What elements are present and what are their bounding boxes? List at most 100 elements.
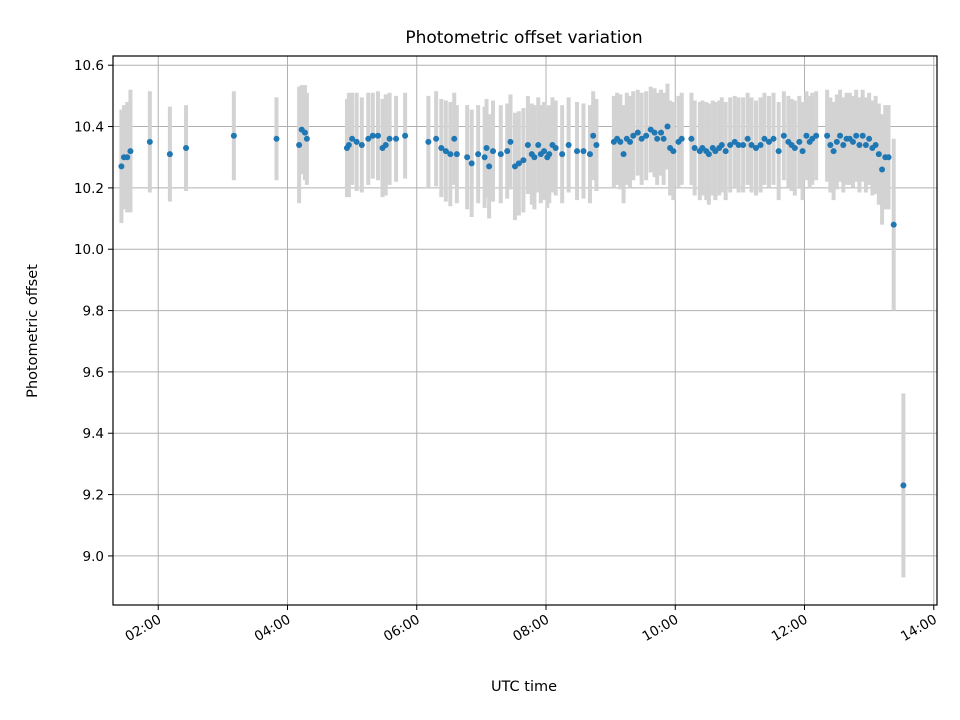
- data-point: [670, 148, 677, 155]
- data-point: [866, 135, 873, 142]
- data-point: [546, 151, 553, 158]
- data-point: [442, 148, 449, 155]
- data-point: [590, 132, 597, 139]
- data-point: [859, 132, 866, 139]
- data-point: [433, 135, 440, 142]
- x-tick-label: 10:00: [640, 612, 682, 645]
- data-point: [183, 145, 190, 152]
- x-axis: 02:00 04:00 06:00 08:00 10:00 12:00 14:00: [123, 605, 940, 645]
- data-point: [664, 123, 671, 130]
- data-point: [393, 135, 400, 142]
- data-point: [735, 141, 742, 148]
- data-point: [349, 135, 356, 142]
- error-bars: [119, 83, 906, 578]
- data-point: [453, 151, 460, 158]
- x-axis-label: UTC time: [491, 679, 557, 695]
- x-tick-label: 04:00: [252, 612, 294, 645]
- data-point: [353, 138, 360, 145]
- data-point: [296, 141, 303, 148]
- data-point: [593, 141, 600, 148]
- data-point: [761, 135, 768, 142]
- y-tick-label: 10.6: [74, 58, 104, 74]
- data-point: [748, 141, 755, 148]
- data-point: [830, 148, 837, 155]
- data-point: [451, 135, 458, 142]
- data-point: [524, 141, 531, 148]
- data-points: [118, 123, 907, 489]
- data-point: [365, 135, 372, 142]
- data-point: [630, 132, 637, 139]
- data-point: [890, 221, 897, 228]
- data-point: [490, 148, 497, 155]
- y-tick-label: 9.8: [83, 304, 104, 320]
- data-point: [799, 148, 806, 155]
- data-point: [559, 151, 566, 158]
- data-point: [301, 129, 308, 136]
- data-point: [885, 154, 892, 161]
- x-tick-label: 08:00: [510, 612, 552, 645]
- data-point: [468, 160, 475, 167]
- data-point: [486, 163, 493, 170]
- data-point: [504, 148, 511, 155]
- data-point: [872, 141, 879, 148]
- data-point: [638, 135, 645, 142]
- data-point: [535, 141, 542, 148]
- data-point: [833, 138, 840, 145]
- data-point: [643, 132, 650, 139]
- data-point: [660, 135, 667, 142]
- y-tick-label: 9.2: [83, 488, 104, 504]
- x-tick-label: 02:00: [123, 612, 165, 645]
- data-point: [402, 132, 409, 139]
- data-point: [744, 135, 751, 142]
- data-point: [824, 132, 831, 139]
- data-point: [853, 132, 860, 139]
- data-point: [627, 138, 634, 145]
- data-point: [856, 141, 863, 148]
- data-point: [900, 482, 907, 489]
- data-point: [552, 145, 559, 152]
- y-tick-label: 10.2: [74, 181, 104, 197]
- data-point: [813, 132, 820, 139]
- y-tick-label: 9.4: [83, 426, 104, 442]
- data-point: [515, 160, 522, 167]
- data-point: [586, 151, 593, 158]
- data-point: [803, 132, 810, 139]
- data-point: [796, 138, 803, 145]
- data-point: [678, 135, 685, 142]
- data-point: [565, 141, 572, 148]
- data-point: [369, 132, 376, 139]
- data-point: [691, 145, 698, 152]
- data-point: [475, 151, 482, 158]
- data-point: [531, 154, 538, 161]
- data-point: [740, 141, 747, 148]
- data-point: [374, 132, 381, 139]
- data-point: [727, 141, 734, 148]
- data-point: [438, 145, 445, 152]
- data-point: [688, 135, 695, 142]
- data-point: [481, 154, 488, 161]
- data-point: [146, 138, 153, 145]
- data-point: [780, 132, 787, 139]
- data-point: [765, 138, 772, 145]
- data-point: [580, 148, 587, 155]
- data-point: [617, 138, 624, 145]
- data-point: [497, 151, 504, 158]
- data-point: [875, 151, 882, 158]
- data-point: [507, 138, 514, 145]
- data-point: [862, 141, 869, 148]
- y-tick-label: 10.0: [74, 242, 104, 258]
- x-tick-label: 14:00: [898, 612, 940, 645]
- y-tick-label: 9.0: [83, 549, 104, 565]
- data-point: [651, 129, 658, 136]
- data-point: [775, 148, 782, 155]
- data-point: [520, 157, 527, 164]
- data-point: [722, 148, 729, 155]
- y-tick-label: 9.6: [83, 365, 104, 381]
- plot-frame: [112, 55, 938, 606]
- y-tick-label: 10.4: [74, 120, 104, 136]
- data-point: [757, 141, 764, 148]
- data-point: [230, 132, 237, 139]
- data-point: [827, 141, 834, 148]
- data-point: [770, 135, 777, 142]
